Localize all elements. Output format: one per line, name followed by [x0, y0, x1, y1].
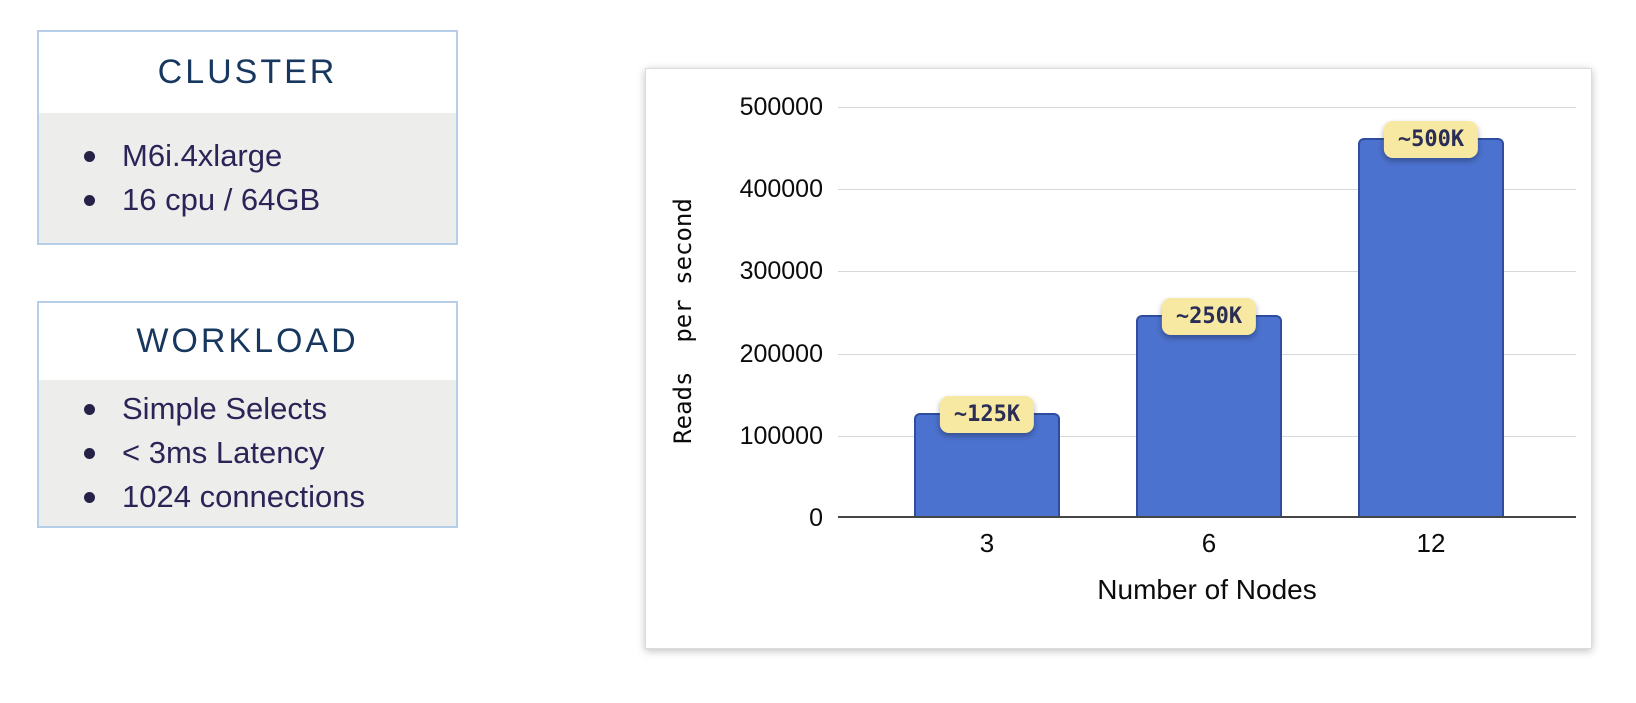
value-callout: ~125K — [939, 396, 1035, 434]
x-axis-title: Number of Nodes — [1097, 574, 1317, 605]
cluster-box-title: CLUSTER — [157, 53, 338, 91]
y-tick-label: 500000 — [739, 93, 823, 121]
list-item: < 3ms Latency — [84, 431, 456, 475]
y-tick-label: 300000 — [739, 257, 823, 286]
y-tick-label: 200000 — [739, 339, 823, 368]
x-tick-label: 3 — [979, 528, 995, 558]
cluster-box: CLUSTER M6i.4xlarge 16 cpu / 64GB — [37, 30, 458, 245]
value-callout: ~500K — [1383, 120, 1479, 158]
workload-list: Simple Selects < 3ms Latency 1024 connecti… — [39, 380, 456, 526]
cluster-list: M6i.4xlarge 16 cpu / 64GB — [39, 113, 456, 243]
y-tick-label: 400000 — [739, 175, 823, 204]
plot-area: ~125K 3 ~250K 6 ~500K 12 — [838, 69, 1576, 558]
gridline — [838, 107, 1576, 108]
cluster-box-header: CLUSTER — [39, 32, 456, 113]
bar-12-nodes — [1358, 137, 1504, 516]
workload-box-header: WORKLOAD — [39, 303, 456, 380]
y-axis-title: Reads per second — [669, 198, 697, 444]
list-item: M6i.4xlarge — [84, 134, 456, 178]
chart-panel: Reads per second ~125K 3 ~250K 6 ~500K 12 Num… — [645, 68, 1592, 649]
workload-box: WORKLOAD Simple Selects < 3ms Latency 1024… — [37, 301, 458, 528]
gridline — [838, 271, 1576, 273]
y-tick-label: 0 — [809, 504, 823, 532]
x-tick-label: 12 — [1416, 528, 1446, 558]
gridline — [838, 189, 1576, 191]
value-callout: ~250K — [1161, 297, 1257, 335]
list-item: 1024 connections — [84, 475, 456, 519]
list-item: Simple Selects — [84, 387, 456, 431]
list-item: 16 cpu / 64GB — [84, 178, 456, 222]
x-tick-label: 6 — [1201, 528, 1217, 558]
y-tick-label: 100000 — [739, 421, 823, 450]
bar-6-nodes — [1136, 314, 1282, 516]
workload-box-title: WORKLOAD — [136, 322, 359, 360]
